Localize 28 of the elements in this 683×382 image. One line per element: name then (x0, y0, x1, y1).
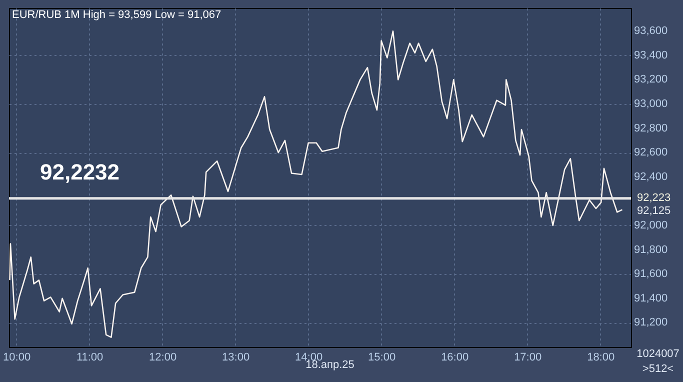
ref-line-label: 92,2232 (40, 159, 120, 184)
line-series (9, 30, 623, 338)
text: 92,223 (637, 192, 671, 204)
text: 1024007 (636, 348, 680, 360)
x-tick-label: 10:00 (3, 352, 31, 364)
y-tick-label: 91,800 (634, 244, 668, 256)
y-tick-label: 93,400 (634, 49, 668, 62)
x-tick-label: 11:00 (76, 352, 104, 364)
y-tick-label: 92,000 (634, 219, 668, 232)
text: 92,125 (637, 205, 671, 217)
y-tick-label: 92,800 (634, 122, 668, 134)
text: >512< (642, 363, 674, 375)
x-tick-label: 15:00 (368, 352, 396, 364)
x-tick-label: 18:00 (587, 352, 615, 364)
y-tick-label: 93,200 (634, 74, 668, 86)
y-tick-label: 93,600 (634, 25, 668, 38)
y-tick-label: 91,400 (634, 292, 668, 304)
x-tick-label: 12:00 (149, 352, 177, 364)
x-tick-label: 13:00 (222, 352, 250, 364)
x-tick-label: 17:00 (514, 352, 542, 364)
y-tick-label: 92,400 (634, 170, 668, 183)
y-tick-label: 92,600 (634, 146, 668, 159)
y-tick-label: 93,000 (634, 98, 668, 110)
chart-title: EUR/RUB 1M High = 93,599 Low = 91,067 (12, 9, 222, 21)
text: 18.апр.25 (306, 359, 354, 371)
x-tick-label: 16:00 (441, 352, 469, 364)
y-tick-label: 91,600 (634, 268, 668, 280)
y-tick-label: 91,200 (634, 316, 668, 329)
